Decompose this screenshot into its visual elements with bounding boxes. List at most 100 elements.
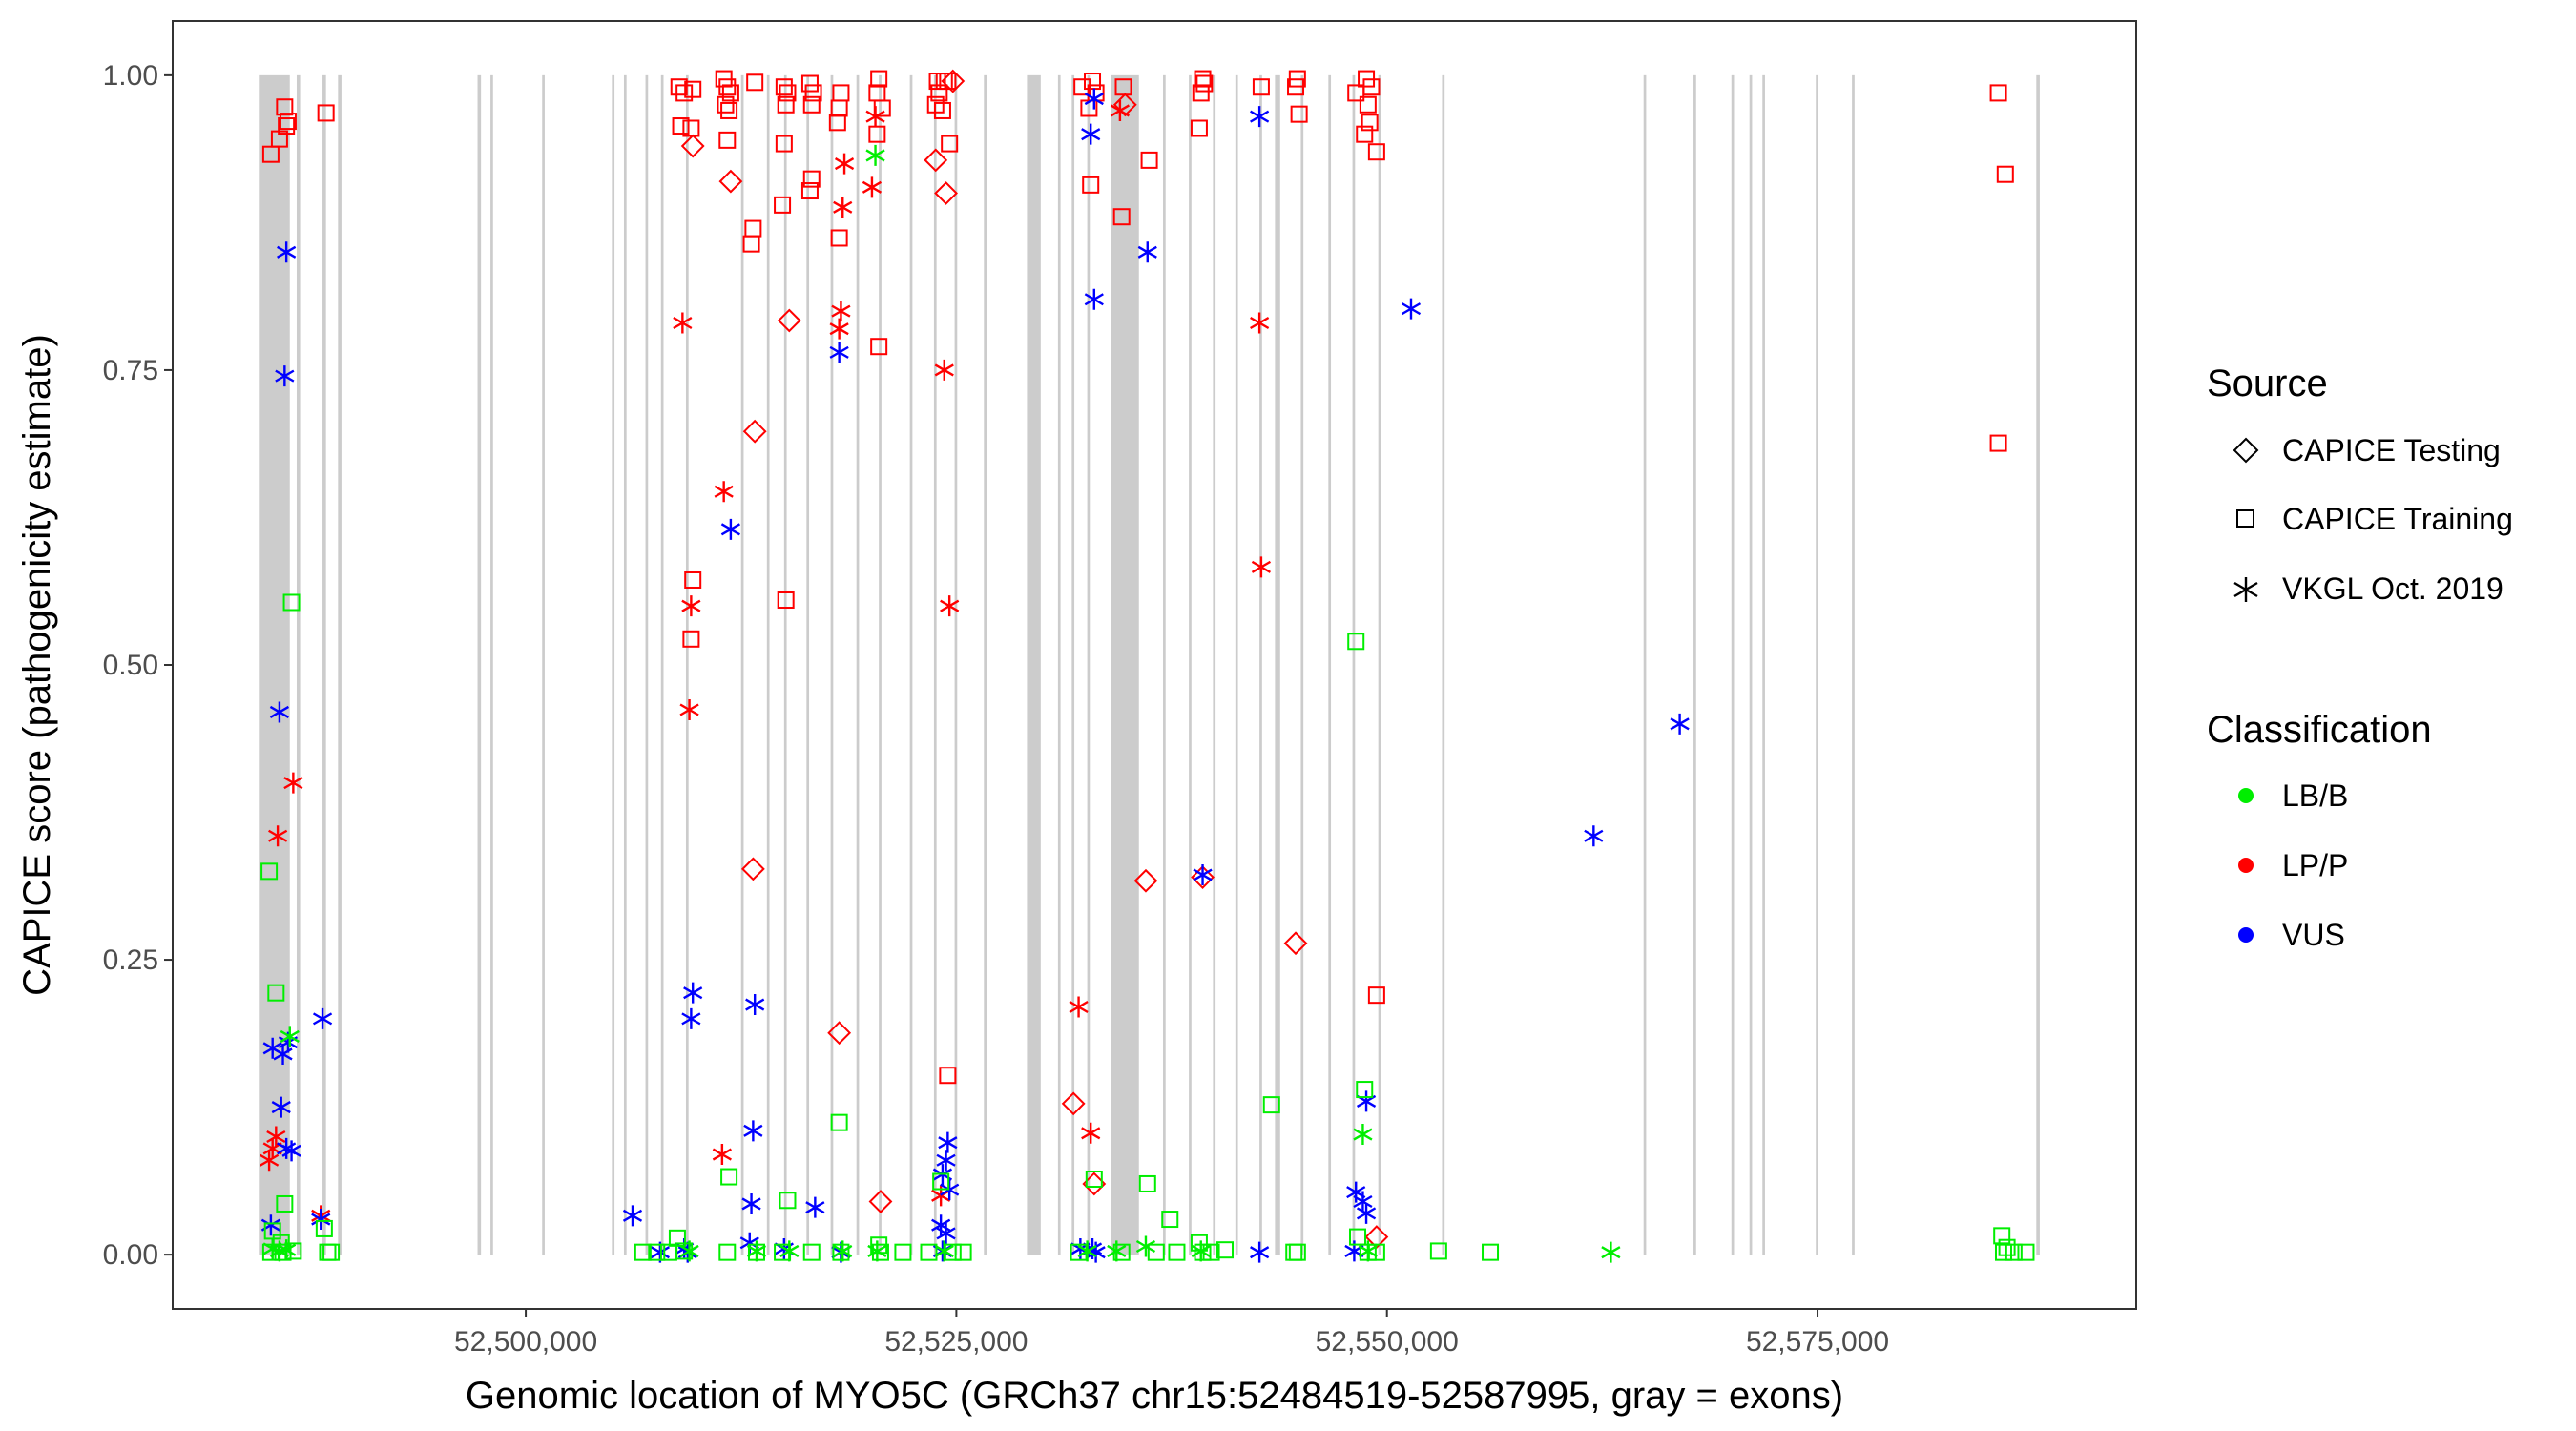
- legend-diamond-symbol: [2233, 437, 2259, 464]
- data-point-square: [279, 113, 297, 131]
- legend-item-capice-testing: CAPICE Testing: [2233, 433, 2501, 467]
- data-point-asterisk: [681, 595, 701, 617]
- data-point-square: [1073, 78, 1091, 96]
- data-point-square: [868, 125, 886, 143]
- data-point-asterisk: [622, 1205, 643, 1227]
- exon-band: [1643, 74, 1647, 1255]
- data-point-square: [1140, 151, 1158, 169]
- exon-bands: [259, 74, 2040, 1255]
- data-point-asterisk: [683, 982, 703, 1004]
- data-point-asterisk: [1250, 106, 1270, 128]
- data-point-asterisk: [741, 1192, 761, 1214]
- data-point-square: [1190, 119, 1208, 137]
- data-point-square: [777, 591, 795, 610]
- data-point-asterisk: [259, 1150, 280, 1172]
- exon-band: [623, 74, 627, 1255]
- data-point-diamond: [827, 1021, 852, 1046]
- legend-label-vkgl: VKGL Oct. 2019: [2282, 571, 2503, 606]
- legend-item-vus: VUS: [2238, 918, 2345, 952]
- data-point-square: [1361, 114, 1379, 132]
- data-point-asterisk: [266, 1126, 286, 1148]
- exon-band: [1213, 74, 1216, 1255]
- data-point-asterisk: [312, 1007, 333, 1029]
- data-point-square: [1989, 84, 2007, 102]
- data-point-square: [832, 84, 850, 102]
- exon-band: [806, 74, 810, 1255]
- data-point-diamond: [1112, 93, 1137, 117]
- data-point-square: [832, 1243, 850, 1261]
- exon-band: [909, 74, 913, 1255]
- data-point-asterisk: [1670, 713, 1690, 735]
- data-point-asterisk: [720, 518, 741, 540]
- data-point-square: [718, 131, 737, 149]
- exon-band: [1328, 74, 1332, 1255]
- data-point-square: [1195, 74, 1214, 93]
- data-point-diamond: [740, 857, 765, 881]
- data-point-asterisk: [679, 1240, 699, 1262]
- data-point-asterisk: [940, 595, 960, 617]
- plot-panel-border: [172, 20, 2137, 1310]
- data-point-square: [1362, 78, 1381, 96]
- data-point-square: [868, 84, 886, 102]
- data-point-asterisk: [829, 318, 849, 340]
- exon-band: [933, 74, 937, 1255]
- exon-band: [296, 74, 301, 1255]
- data-point-square: [1252, 78, 1270, 96]
- data-point-asterisk: [1353, 1191, 1373, 1213]
- data-point-square: [941, 135, 959, 153]
- data-point-asterisk: [1193, 864, 1213, 886]
- data-point-square: [276, 1194, 294, 1213]
- exon-band: [1111, 74, 1139, 1255]
- data-point-diamond: [934, 181, 958, 205]
- data-point-square: [720, 101, 738, 119]
- data-point-square: [1168, 1243, 1186, 1261]
- data-point-square: [742, 235, 760, 253]
- data-point-square: [684, 570, 702, 589]
- legend-source: Source CAPICE Testing CAPICE Training VK…: [2207, 363, 2513, 606]
- data-point-asterisk: [1250, 1241, 1270, 1263]
- data-point-asterisk: [829, 342, 849, 363]
- data-point-asterisk: [1584, 825, 1604, 847]
- data-point-square: [720, 1168, 738, 1186]
- data-point-diamond: [1133, 868, 1158, 893]
- data-point-square: [1989, 434, 2007, 452]
- exon-band: [1259, 74, 1262, 1255]
- exon-band: [645, 74, 649, 1255]
- data-point-square: [800, 74, 819, 93]
- data-point-asterisk: [1107, 1240, 1127, 1262]
- data-point-square: [1367, 143, 1385, 161]
- data-point-square: [675, 84, 694, 102]
- data-point-square: [1993, 1227, 2011, 1245]
- data-point-diamond: [924, 148, 948, 173]
- data-point-square: [1161, 1211, 1179, 1229]
- exon-band: [954, 74, 958, 1255]
- data-point-square: [1429, 1242, 1447, 1260]
- exon-band: [322, 74, 326, 1255]
- exon-band: [1731, 74, 1735, 1255]
- data-point-square: [670, 78, 688, 96]
- data-point-asterisk: [269, 701, 290, 723]
- data-point-diamond: [1364, 1225, 1389, 1250]
- data-point-square: [2017, 1243, 2035, 1261]
- data-point-square: [830, 99, 848, 117]
- data-point-asterisk: [865, 144, 885, 166]
- legend-label-lbb: LB/B: [2282, 778, 2348, 813]
- data-point-square: [894, 1243, 912, 1261]
- data-point-asterisk: [673, 312, 693, 334]
- legend-item-lpp: LP/P: [2238, 848, 2348, 882]
- exon-band: [856, 74, 860, 1255]
- legend-item-vkgl: VKGL Oct. 2019: [2233, 571, 2503, 606]
- exon-band: [338, 74, 342, 1255]
- data-point-square: [804, 84, 822, 102]
- data-point-asterisk: [1077, 1240, 1097, 1262]
- data-point-diamond: [868, 1190, 893, 1213]
- data-point-asterisk: [1353, 1124, 1373, 1146]
- data-point-asterisk: [805, 1196, 825, 1218]
- data-point-square: [802, 1243, 821, 1261]
- data-point-diamond: [1061, 1091, 1086, 1116]
- data-points: [259, 69, 2035, 1263]
- data-point-asterisk: [936, 1150, 956, 1172]
- data-point-square: [1482, 1243, 1500, 1261]
- data-point-asterisk: [283, 772, 303, 794]
